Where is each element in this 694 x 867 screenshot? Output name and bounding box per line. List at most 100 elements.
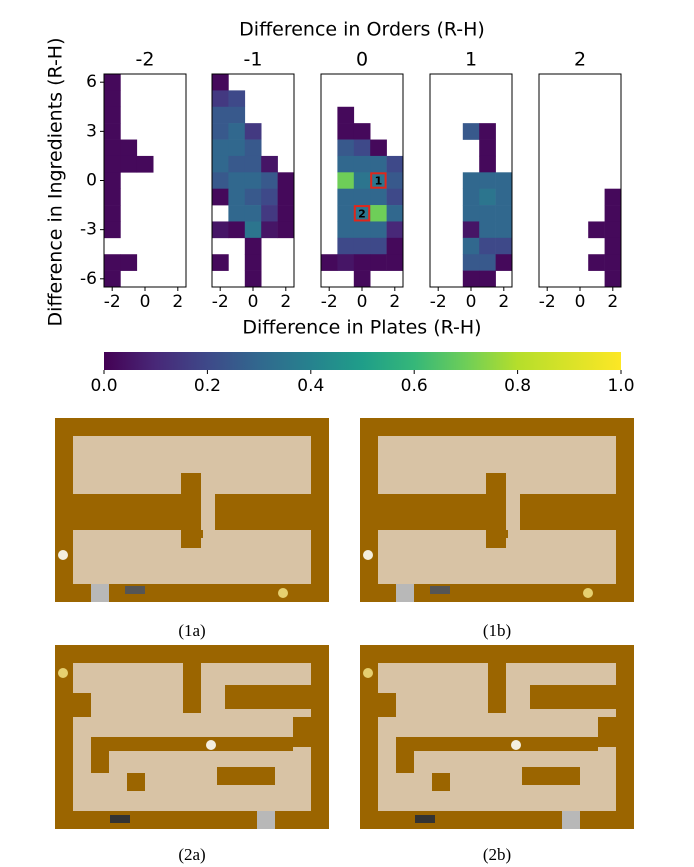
item bbox=[363, 668, 373, 678]
heatmap-cell bbox=[479, 205, 496, 222]
heatmap-cell bbox=[496, 205, 513, 222]
heatmap-cell bbox=[104, 140, 121, 157]
heatmap-cell bbox=[370, 156, 387, 173]
heatmap-cell bbox=[479, 123, 496, 140]
heatmap-cell bbox=[261, 205, 278, 222]
heatmap-cell bbox=[278, 189, 295, 206]
heatmap-cell bbox=[370, 140, 387, 157]
heatmap-cell bbox=[245, 271, 262, 288]
counter bbox=[430, 586, 450, 594]
heatmap-cell bbox=[387, 205, 404, 222]
x-tick-label: -2 bbox=[104, 292, 121, 312]
game-wall bbox=[91, 737, 293, 751]
colorbar-tick-label: 0.0 bbox=[90, 376, 117, 396]
heatmap-cell bbox=[370, 189, 387, 206]
x-tick-label: 0 bbox=[575, 292, 586, 312]
heatmap-cell bbox=[278, 172, 295, 189]
item bbox=[58, 668, 68, 678]
heatmap-cell bbox=[370, 238, 387, 255]
panel-title: 0 bbox=[356, 49, 368, 71]
heatmap-cell bbox=[479, 271, 496, 288]
y-tick-label: 0 bbox=[86, 171, 97, 191]
figure-caption: (1b) bbox=[483, 621, 511, 640]
counter bbox=[91, 584, 109, 602]
heatmap-cell bbox=[120, 156, 137, 173]
item bbox=[206, 740, 216, 750]
x-tick-label: 0 bbox=[140, 292, 151, 312]
colorbar-tick-label: 0.2 bbox=[194, 376, 221, 396]
heatmap-cell bbox=[245, 123, 262, 140]
heatmap-cell bbox=[463, 221, 480, 238]
heatmap-cell bbox=[337, 221, 354, 238]
heatmap-cell bbox=[370, 254, 387, 271]
item bbox=[511, 740, 521, 750]
game-wall bbox=[486, 473, 506, 548]
heatmap-cell bbox=[245, 156, 262, 173]
heatmap-cell bbox=[337, 205, 354, 222]
heatmap-cell bbox=[245, 172, 262, 189]
heatmap-cell bbox=[228, 90, 245, 107]
heatmap-cell bbox=[137, 156, 154, 173]
heatmap-cell bbox=[212, 221, 229, 238]
heatmap-cell bbox=[120, 140, 137, 157]
game-wall bbox=[91, 751, 109, 773]
heatmap-cell bbox=[354, 156, 371, 173]
heatmap-cell bbox=[261, 172, 278, 189]
heatmap-cell bbox=[496, 221, 513, 238]
heatmap-cell bbox=[463, 172, 480, 189]
game-floor bbox=[201, 473, 215, 530]
game-wall bbox=[217, 767, 275, 785]
x-axis-label: Difference in Plates (R-H) bbox=[242, 317, 481, 339]
game-wall bbox=[215, 494, 311, 530]
x-tick-label: 2 bbox=[172, 292, 183, 312]
heatmap-cell bbox=[245, 205, 262, 222]
heatmap-cell bbox=[212, 189, 229, 206]
heatmap-cell bbox=[104, 172, 121, 189]
heatmap-cell bbox=[321, 254, 338, 271]
y-tick-label: 3 bbox=[86, 121, 97, 141]
heatmap-cell bbox=[370, 205, 387, 222]
heatmap-cell bbox=[104, 90, 121, 107]
heatmap-cell bbox=[120, 254, 137, 271]
game-wall bbox=[530, 685, 616, 709]
heatmap-cell bbox=[228, 221, 245, 238]
colorbar-tick-label: 0.6 bbox=[401, 376, 428, 396]
x-tick-label: 2 bbox=[498, 292, 509, 312]
y-tick-label: 6 bbox=[86, 72, 97, 92]
heatmap-cell bbox=[212, 74, 229, 91]
heatmap-cell bbox=[605, 189, 622, 206]
colorbar-tick-label: 0.4 bbox=[297, 376, 324, 396]
item bbox=[363, 550, 373, 560]
heatmap-cell bbox=[588, 221, 605, 238]
heatmap-cell bbox=[354, 189, 371, 206]
heatmap-cell bbox=[479, 172, 496, 189]
heatmap-cell bbox=[212, 156, 229, 173]
heatmap-cell bbox=[337, 140, 354, 157]
heatmap-cell bbox=[245, 221, 262, 238]
counter bbox=[396, 584, 414, 602]
heatmap-cell bbox=[337, 123, 354, 140]
heatmap-cell bbox=[228, 107, 245, 124]
heatmap-cell bbox=[387, 156, 404, 173]
heatmap-cell bbox=[479, 254, 496, 271]
heatmap-cell bbox=[588, 254, 605, 271]
heatmap-cell bbox=[278, 221, 295, 238]
figure-caption: (2a) bbox=[178, 845, 205, 864]
heatmap-cell bbox=[245, 189, 262, 206]
heatmap-cell bbox=[605, 271, 622, 288]
heatmap-cell bbox=[212, 254, 229, 271]
heatmap-cell bbox=[104, 221, 121, 238]
heatmap-cell bbox=[104, 156, 121, 173]
heatmap-cell bbox=[479, 238, 496, 255]
heatmap-cell bbox=[605, 205, 622, 222]
heatmap-cell bbox=[212, 90, 229, 107]
heatmap-cell bbox=[463, 189, 480, 206]
heatmap-cell bbox=[245, 254, 262, 271]
x-tick-label: 0 bbox=[466, 292, 477, 312]
heatmap-cell bbox=[228, 123, 245, 140]
heatmap-cell bbox=[354, 254, 371, 271]
heatmap-cell bbox=[387, 189, 404, 206]
heatmap-cell bbox=[245, 238, 262, 255]
heatmap-cell bbox=[337, 156, 354, 173]
heatmap-cell bbox=[354, 123, 371, 140]
